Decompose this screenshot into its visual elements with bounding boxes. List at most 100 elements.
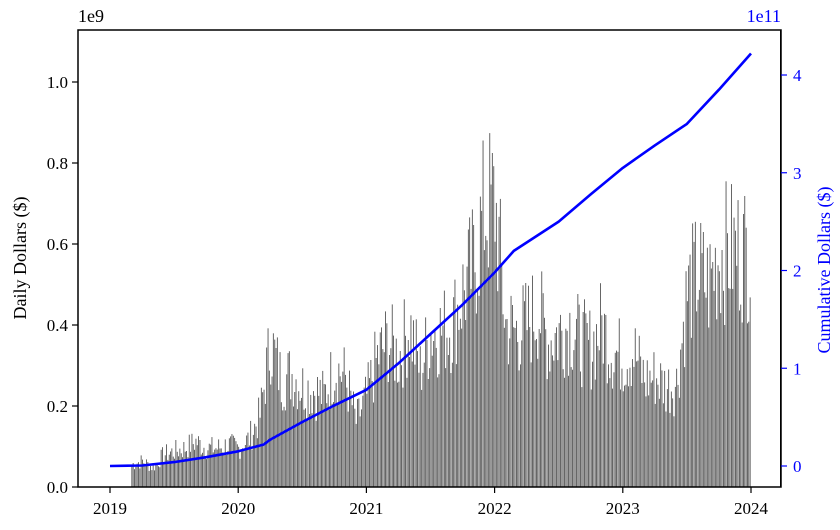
daily-bar bbox=[462, 264, 464, 487]
daily-bar bbox=[569, 312, 571, 487]
daily-bar bbox=[502, 314, 504, 487]
daily-bar bbox=[339, 376, 341, 487]
daily-bar bbox=[302, 368, 304, 487]
daily-bar bbox=[252, 434, 254, 487]
daily-bar bbox=[728, 288, 730, 487]
daily-bar bbox=[739, 310, 740, 487]
daily-bar bbox=[688, 265, 690, 487]
daily-bar bbox=[361, 409, 362, 487]
daily-bar bbox=[499, 198, 501, 487]
daily-bar bbox=[363, 387, 365, 487]
daily-bar bbox=[645, 396, 647, 487]
daily-bar bbox=[132, 463, 134, 487]
daily-bar bbox=[522, 285, 524, 487]
daily-bar bbox=[155, 463, 157, 487]
daily-bar bbox=[385, 311, 386, 487]
daily-bar bbox=[584, 299, 585, 487]
daily-bar bbox=[231, 434, 233, 487]
daily-bar bbox=[226, 454, 228, 487]
daily-bar bbox=[493, 166, 495, 487]
daily-bar bbox=[660, 363, 662, 487]
daily-bar bbox=[315, 420, 317, 487]
daily-bar bbox=[326, 403, 328, 487]
daily-bar bbox=[443, 290, 445, 487]
y-axis-left: 0.0 0.2 0.4 0.6 0.8 1.0 bbox=[47, 73, 78, 497]
daily-bar bbox=[162, 447, 163, 487]
daily-bar bbox=[319, 379, 321, 487]
daily-bar bbox=[588, 339, 589, 487]
daily-bar bbox=[303, 409, 305, 487]
daily-bar bbox=[565, 328, 567, 487]
daily-bar bbox=[661, 370, 663, 487]
daily-bar bbox=[748, 321, 750, 487]
daily-bar bbox=[150, 466, 151, 487]
daily-bar bbox=[244, 445, 246, 487]
daily-bar bbox=[581, 387, 583, 487]
daily-bar bbox=[152, 465, 154, 487]
daily-bar bbox=[617, 351, 619, 487]
daily-bar bbox=[140, 455, 142, 487]
y-tick-label: 0.2 bbox=[47, 397, 68, 416]
daily-bar bbox=[479, 196, 481, 487]
daily-bar bbox=[467, 229, 469, 487]
daily-bar bbox=[394, 380, 396, 487]
daily-bar bbox=[395, 338, 397, 487]
daily-bar bbox=[733, 217, 735, 487]
daily-bar bbox=[167, 459, 169, 487]
daily-bar bbox=[560, 314, 561, 487]
daily-bar bbox=[187, 457, 189, 487]
daily-bar bbox=[656, 378, 658, 487]
daily-bar bbox=[576, 318, 577, 487]
daily-bar bbox=[657, 384, 659, 487]
daily-bar bbox=[665, 411, 667, 487]
daily-bar bbox=[494, 241, 496, 487]
daily-bar bbox=[724, 325, 726, 487]
daily-bar bbox=[457, 304, 459, 487]
daily-bar bbox=[646, 360, 648, 487]
daily-bar bbox=[158, 466, 159, 487]
daily-bar bbox=[626, 369, 628, 487]
daily-bar bbox=[544, 317, 545, 487]
daily-bar bbox=[621, 368, 623, 487]
daily-bar bbox=[572, 369, 573, 487]
daily-bar bbox=[624, 385, 625, 487]
daily-bar bbox=[299, 400, 301, 487]
daily-bar bbox=[514, 328, 516, 487]
daily-bar bbox=[317, 377, 318, 487]
daily-bar bbox=[271, 376, 273, 487]
daily-bar bbox=[481, 210, 483, 487]
daily-bar bbox=[355, 423, 357, 487]
daily-bar bbox=[163, 462, 165, 487]
daily-bar bbox=[160, 449, 162, 487]
daily-bar bbox=[350, 390, 352, 487]
daily-bar bbox=[682, 321, 684, 487]
daily-bar bbox=[449, 337, 451, 487]
daily-bar bbox=[684, 367, 686, 487]
daily-bar bbox=[447, 355, 449, 487]
daily-bar bbox=[658, 398, 660, 487]
daily-bar bbox=[439, 308, 441, 487]
daily-bar bbox=[223, 452, 225, 487]
x-tick-label: 2023 bbox=[606, 499, 640, 518]
daily-bar bbox=[592, 361, 593, 487]
daily-bar bbox=[351, 405, 353, 487]
daily-bar bbox=[454, 279, 456, 487]
daily-bar bbox=[365, 376, 366, 487]
x-tick-label: 2020 bbox=[221, 499, 255, 518]
daily-bar bbox=[143, 463, 145, 487]
daily-bar bbox=[279, 352, 281, 487]
daily-bar bbox=[666, 389, 668, 487]
x-tick-label: 2024 bbox=[734, 499, 769, 518]
daily-bar bbox=[716, 319, 718, 487]
daily-bar bbox=[708, 327, 710, 487]
daily-bar bbox=[578, 304, 580, 487]
daily-bar bbox=[293, 406, 294, 487]
daily-bar bbox=[431, 355, 433, 487]
daily-bar bbox=[198, 436, 199, 487]
daily-bar bbox=[362, 395, 364, 487]
daily-bar bbox=[288, 351, 290, 487]
daily-bar bbox=[545, 329, 547, 487]
daily-bar bbox=[466, 266, 468, 487]
daily-bar bbox=[630, 386, 632, 487]
daily-bar bbox=[274, 339, 276, 487]
